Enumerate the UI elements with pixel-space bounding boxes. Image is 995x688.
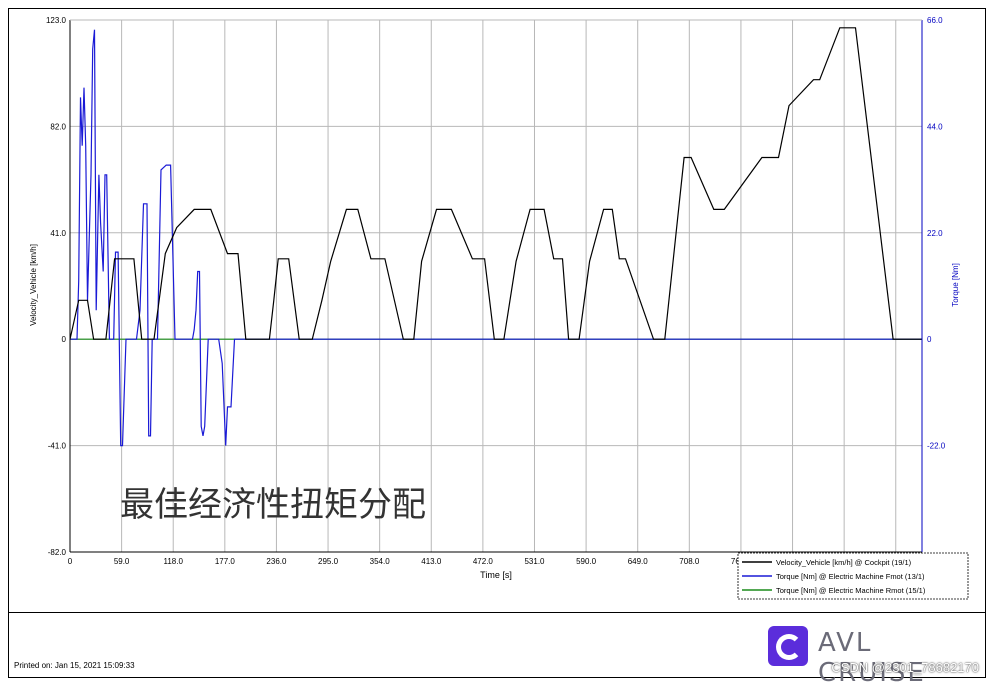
- series-line-1: [69, 27, 922, 340]
- chart-ticks: 0 59.0 118.0 177.0 236.0 295.0 354.0 413.0 472.0…: [46, 16, 946, 566]
- x-tick-label: 590.0: [576, 557, 597, 566]
- x-tick-label: 413.0: [421, 557, 442, 566]
- y-tick-label-right: 44.0: [927, 122, 943, 131]
- chart-frame: [8, 8, 986, 678]
- y-tick-label-right: -22.0: [927, 442, 946, 451]
- series-line-2: [70, 29, 922, 447]
- avl-logo-icon: [768, 626, 808, 666]
- x-tick-label: 531.0: [524, 557, 545, 566]
- legend-label: Velocity_Vehicle [km/h] @ Cockpit (19/1): [776, 558, 912, 567]
- x-tick-label: 118.0: [164, 557, 184, 566]
- x-tick-label: 649.0: [628, 557, 649, 566]
- y-tick-label-left: -41.0: [48, 442, 67, 451]
- footer-divider: [8, 612, 986, 613]
- x-tick-label: 59.0: [114, 557, 130, 566]
- y-tick-label-right: 22.0: [927, 229, 943, 238]
- chart-series: [69, 27, 922, 447]
- logo-text: AVL CRUISE: [818, 628, 926, 688]
- y-tick-label-left: 41.0: [50, 229, 66, 238]
- y-tick-label-right: 66.0: [927, 16, 943, 25]
- y-tick-label-left: -82.0: [48, 548, 67, 557]
- x-tick-label: 472.0: [473, 557, 494, 566]
- y-tick-label-left: 123.0: [46, 16, 67, 25]
- legend-label: Torque [Nm] @ Electric Machine Fmot (13/…: [776, 572, 925, 581]
- x-tick-label: 708.0: [679, 557, 700, 566]
- chart-annotation: 最佳经济性扭矩分配: [120, 486, 426, 524]
- chart-axes: [69, 19, 923, 553]
- x-tick-label: 177.0: [215, 557, 236, 566]
- chart-legend: Velocity_Vehicle [km/h] @ Cockpit (19/1)…: [737, 552, 969, 600]
- avl-cruise-logo: AVL CRUISE: [764, 622, 984, 688]
- y-tick-label-left: 82.0: [50, 122, 66, 131]
- legend-box: [737, 552, 969, 600]
- watermark: CSDN @2301_78682170: [831, 660, 979, 675]
- legend-label: Torque [Nm] @ Electric Machine Rmot (15/…: [776, 586, 926, 595]
- y-tick-label-left: 0: [62, 335, 67, 344]
- chart: 0 59.0 118.0 177.0 236.0 295.0 354.0 413.0 472.0…: [29, 16, 969, 600]
- x-axis-label: Time [s]: [480, 570, 512, 580]
- printed-timestamp: Printed on: Jan 15, 2021 15:09:33: [14, 661, 135, 670]
- y-axis-label-left: Velocity_Vehicle [km/h]: [29, 244, 38, 326]
- x-tick-label: 0: [68, 557, 73, 566]
- x-tick-label: 295.0: [318, 557, 339, 566]
- x-tick-label: 236.0: [266, 557, 287, 566]
- x-tick-label: 354.0: [370, 557, 391, 566]
- y-axis-label-right: Torque [Nm]: [951, 263, 960, 307]
- y-tick-label-right: 0: [927, 335, 932, 344]
